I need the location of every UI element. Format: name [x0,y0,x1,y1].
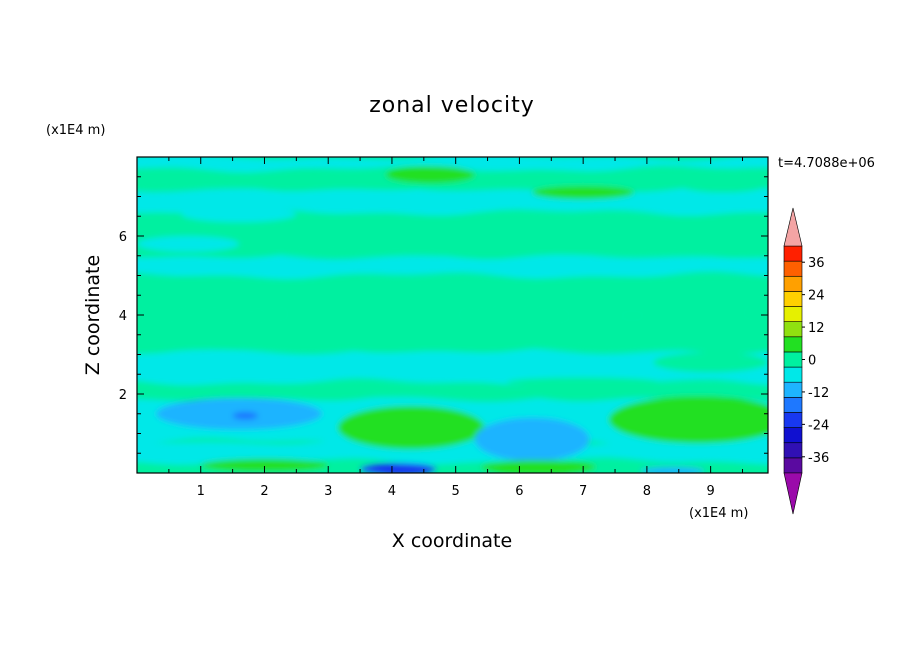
colorbar-label: -12 [808,386,829,401]
colorbar-label: 0 [808,354,816,369]
colorbar-swatch [783,291,803,307]
colorbar-swatch [783,457,803,474]
chart-title: zonal velocity [369,93,535,118]
contour-feature [532,185,635,200]
y-tick-label: 2 [119,388,127,403]
contour-band [137,272,768,319]
contour-feature [372,415,450,440]
colorbar-swatch [783,397,803,413]
colorbar-swatch [783,275,803,292]
x-tick-label: 1 [197,484,205,499]
colorbar: 36 24 12 0 -12 -24 -36 [783,207,829,515]
x-tick-label: 4 [388,484,396,499]
x-tick-label: 8 [643,484,651,499]
contour-feature [200,458,329,472]
x-tick-label: 7 [579,484,587,499]
contour-band [137,347,768,386]
x-tick-label: 5 [452,484,460,499]
contour-feature [181,206,297,223]
colorbar-label: -24 [808,418,829,433]
colorbar-swatch [783,260,803,277]
contour-feature [474,417,590,462]
colorbar-label: 24 [808,289,825,304]
contour-band [137,252,768,280]
colorbar-swatch [783,442,803,459]
contour-feature [640,467,705,473]
contour-band [137,311,768,355]
axis-ticks: 1 2 3 4 5 6 7 8 9 2 4 6 [119,157,768,499]
y-tick-label: 6 [119,230,127,245]
colorbar-swatch [783,427,803,444]
contour-feature [385,166,475,184]
colorbar-label: 36 [808,256,825,271]
contour-feature [608,395,768,444]
colorbar-over-arrow [783,207,803,247]
contour-band [137,438,768,465]
contour-band [137,157,768,173]
contour-feature [481,459,596,473]
y-axis-unit: (x1E4 m) [46,123,105,138]
contour-feature [678,176,768,193]
contour-feature [653,352,768,373]
y-tick-label: 4 [119,309,127,324]
x-tick-label: 2 [260,484,268,499]
x-axis-label: X coordinate [392,530,512,552]
colorbar-label: 12 [808,321,825,336]
contour-band [137,208,768,260]
x-tick-label: 9 [706,484,714,499]
colorbar-label: -36 [808,451,829,466]
colorbar-swatch [783,351,803,368]
contour-feature [360,463,437,473]
contour-feature [506,377,660,387]
colorbar-swatch [783,336,803,353]
y-axis-label: Z coordinate [82,255,104,375]
x-axis-unit: (x1E4 m) [689,506,748,521]
colorbar-under-arrow [783,472,803,515]
contour-fill [137,157,768,473]
contour-feature [232,411,259,420]
colorbar-swatch [783,381,803,398]
colorbar-swatch [783,306,803,322]
time-label: t=4.7088e+06 [778,156,875,171]
contour-feature [238,384,354,396]
colorbar-swatch [783,412,803,428]
x-tick-label: 6 [515,484,523,499]
contour-feature [137,236,239,252]
colorbar-swatch [783,245,803,262]
colorbar-swatch [783,366,803,383]
colorbar-swatch [783,321,803,338]
x-tick-label: 3 [324,484,332,499]
